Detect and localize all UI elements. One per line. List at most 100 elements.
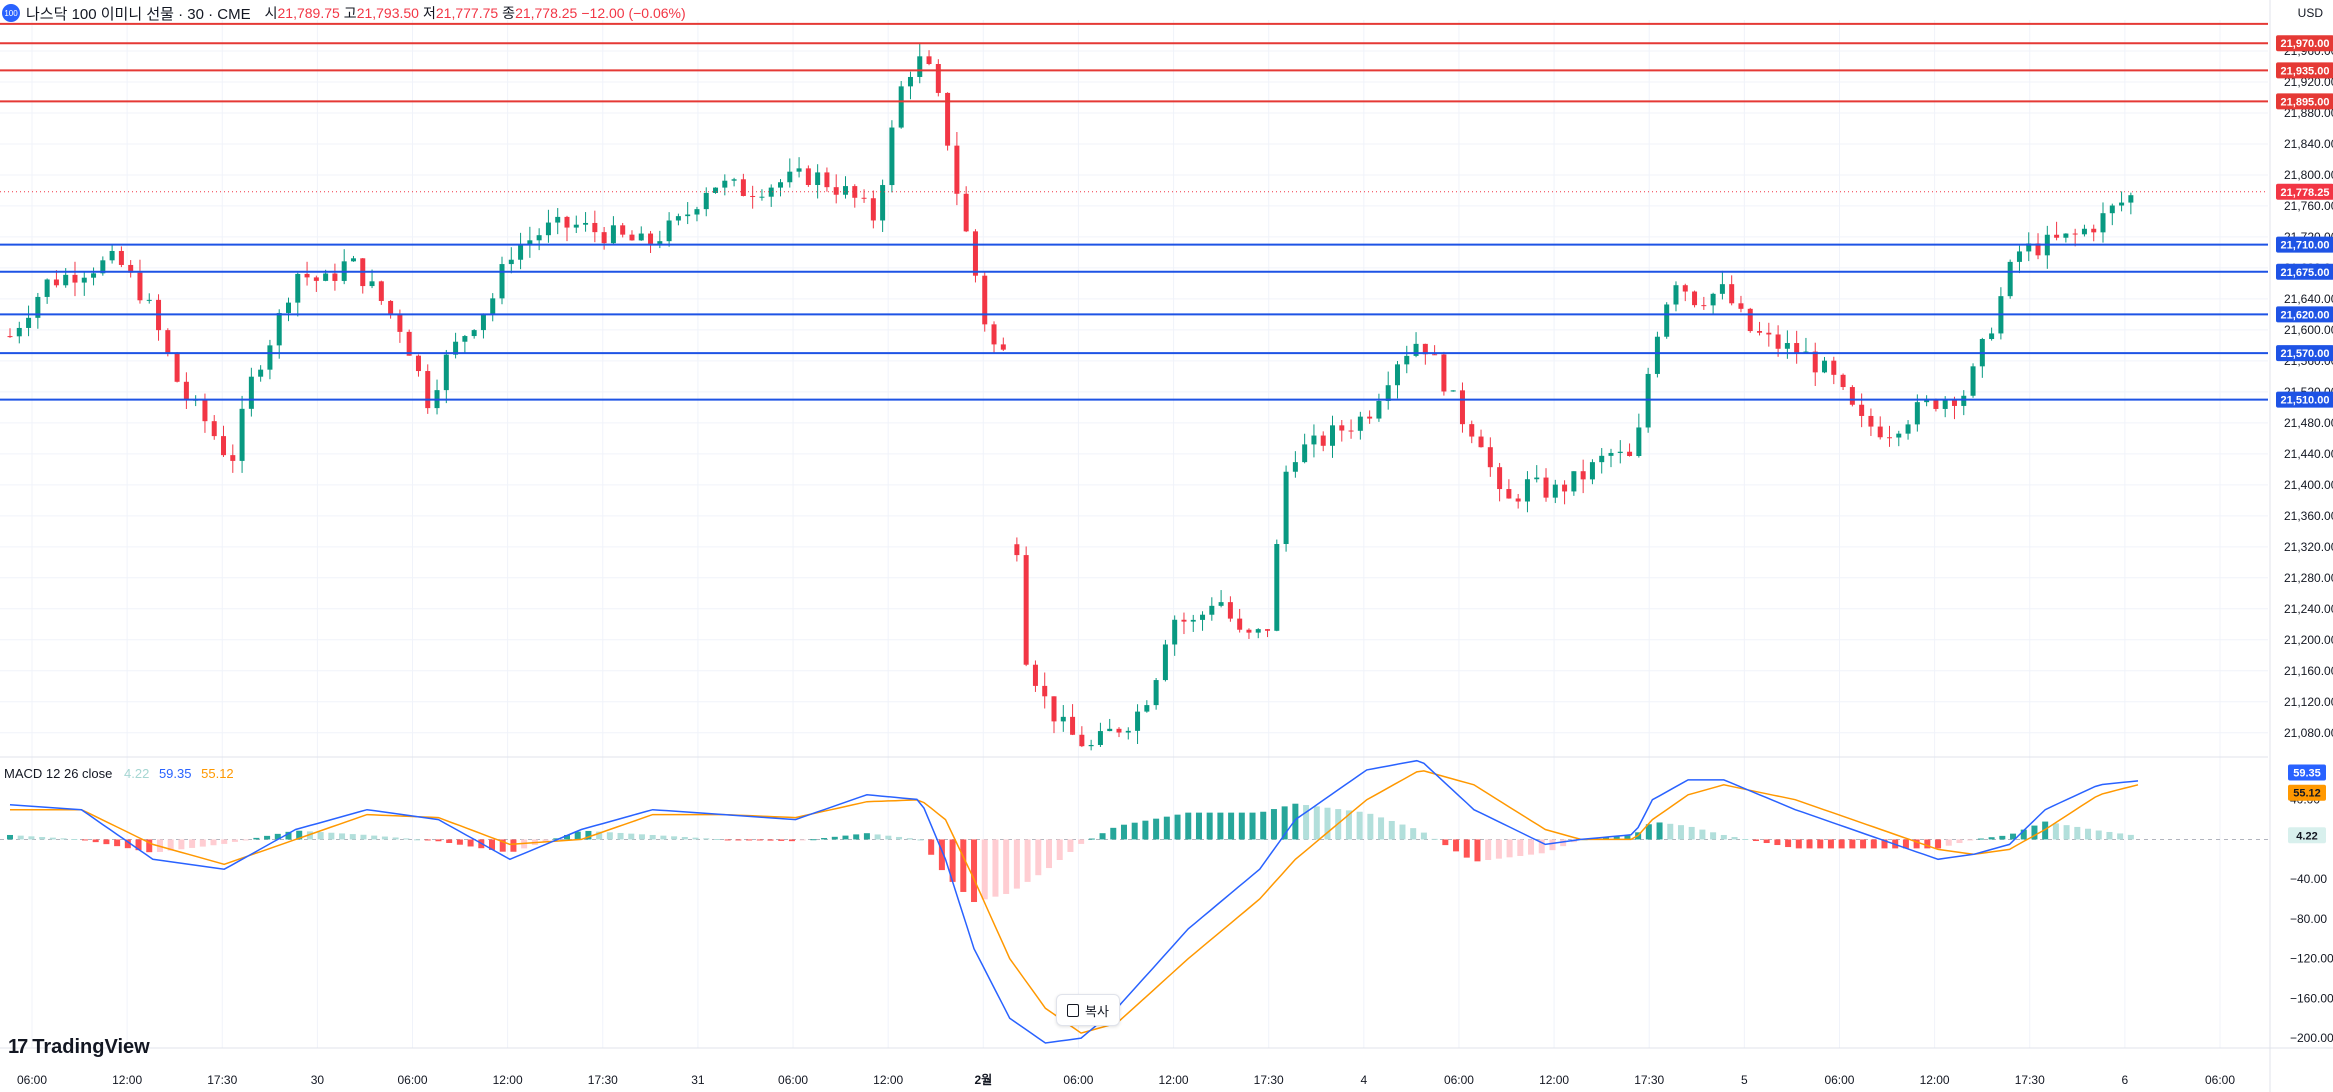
macd-histogram-bar — [1752, 839, 1759, 842]
macd-histogram-bar — [928, 839, 935, 855]
macd-histogram-bar — [360, 834, 367, 840]
macd-histogram-bar — [467, 839, 474, 847]
macd-histogram-bar — [1785, 839, 1792, 848]
candle — [1079, 734, 1085, 747]
candle — [1543, 477, 1549, 498]
candle — [1051, 696, 1057, 722]
candle — [2081, 228, 2087, 235]
candle — [137, 272, 143, 301]
macd-histogram-bar — [1174, 814, 1181, 840]
candle — [490, 298, 496, 314]
macd-histogram-bar — [1463, 839, 1470, 858]
candle — [1237, 618, 1243, 630]
macd-histogram-bar — [1013, 839, 1020, 889]
resistance-tag — [2276, 93, 2333, 110]
candle — [388, 300, 394, 314]
macd-histogram-bar — [1088, 838, 1095, 840]
candle — [666, 220, 672, 242]
candle — [2063, 233, 2069, 238]
tradingview-logo[interactable]: 17 TradingView — [8, 1036, 150, 1059]
candle — [629, 234, 635, 241]
candle — [1292, 462, 1298, 472]
macd-histogram-bar — [971, 839, 978, 903]
candle — [91, 273, 97, 278]
macd-histogram-bar — [17, 835, 24, 840]
candle — [945, 92, 951, 146]
macd-histogram-bar — [1056, 839, 1063, 861]
macd-histogram-bar — [906, 838, 913, 840]
macd-histogram-bar — [1742, 839, 1749, 841]
currency-label[interactable]: USD — [2297, 6, 2323, 20]
candle — [2100, 213, 2106, 233]
macd-histogram-bar — [1881, 839, 1888, 849]
macd-histogram-bar — [2095, 830, 2102, 840]
candle — [2035, 243, 2041, 256]
candle — [1255, 629, 1261, 633]
candle — [1376, 400, 1382, 419]
macd-histogram-bar — [1367, 813, 1374, 840]
candle — [1868, 415, 1874, 427]
macd-histogram-bar — [1442, 839, 1449, 846]
candle — [898, 86, 904, 128]
macd-histogram-bar — [1817, 839, 1824, 849]
copy-button[interactable]: 복사 — [1056, 994, 1120, 1026]
candle — [369, 281, 375, 287]
macd-histogram-bar — [1003, 839, 1010, 894]
candle — [1311, 435, 1317, 445]
macd-histogram-bar — [553, 838, 560, 840]
macd-histogram-bar — [1303, 805, 1310, 840]
macd-histogram-bar — [1228, 812, 1235, 840]
macd-histogram-bar — [1420, 832, 1427, 840]
candle — [2016, 251, 2022, 262]
macd-histogram-bar — [403, 838, 410, 840]
symbol-title[interactable]: 나스닥 100 이미니 선물 · 30 · CME — [26, 5, 251, 23]
candle — [1190, 619, 1196, 622]
candle — [100, 260, 106, 274]
macd-histogram-bar — [981, 839, 988, 900]
macd-histogram-bar — [274, 833, 281, 840]
candle — [230, 455, 236, 461]
macd-histogram-bar — [1388, 820, 1395, 840]
time-tick-label: 12:00 — [1920, 1073, 1950, 1087]
candle — [1367, 416, 1373, 419]
macd-histogram-bar — [135, 839, 142, 851]
candle — [694, 209, 700, 215]
macd-histogram-bar — [606, 832, 613, 840]
candle — [805, 168, 811, 186]
macd-histogram-bar — [210, 839, 217, 846]
macd-histogram-bar — [1688, 826, 1695, 840]
time-tick-label: 5 — [1741, 1073, 1748, 1087]
macd-histogram-bar — [767, 839, 774, 841]
candle — [527, 240, 533, 246]
macd-histogram-bar — [1795, 839, 1802, 849]
candle — [935, 64, 941, 93]
resistance-tag — [2276, 62, 2333, 79]
candle — [1209, 605, 1215, 615]
macd-histogram-bar — [424, 839, 431, 841]
macd-histogram-bar — [71, 839, 78, 841]
candle — [165, 330, 171, 354]
macd-histogram-bar — [1217, 812, 1224, 840]
candle — [72, 274, 78, 283]
price-tick-label: 21,920.00 — [2284, 75, 2333, 89]
support-tag-label: 21,620.00 — [2281, 309, 2330, 321]
candle — [1673, 285, 1679, 305]
time-tick-label: 4 — [1360, 1073, 1367, 1087]
price-tick-label: 21,400.00 — [2284, 478, 2333, 492]
macd-histogram-bar — [328, 832, 335, 840]
candle — [323, 273, 329, 281]
candle — [1172, 619, 1178, 645]
macd-histogram-bar — [28, 836, 35, 840]
candle — [1413, 343, 1419, 356]
price-tick-label: 21,160.00 — [2284, 664, 2333, 678]
macd-histogram-bar — [778, 839, 785, 841]
macd-label[interactable]: MACD 12 26 close — [4, 766, 113, 781]
macd-histogram-bar — [949, 839, 956, 882]
candle — [508, 259, 514, 265]
macd-hist-value: 4.22 — [124, 766, 150, 781]
macd-histogram-bar — [1549, 839, 1556, 851]
candle — [907, 76, 913, 87]
macd-histogram-bar — [114, 839, 121, 847]
macd-histogram-bar — [960, 839, 967, 892]
